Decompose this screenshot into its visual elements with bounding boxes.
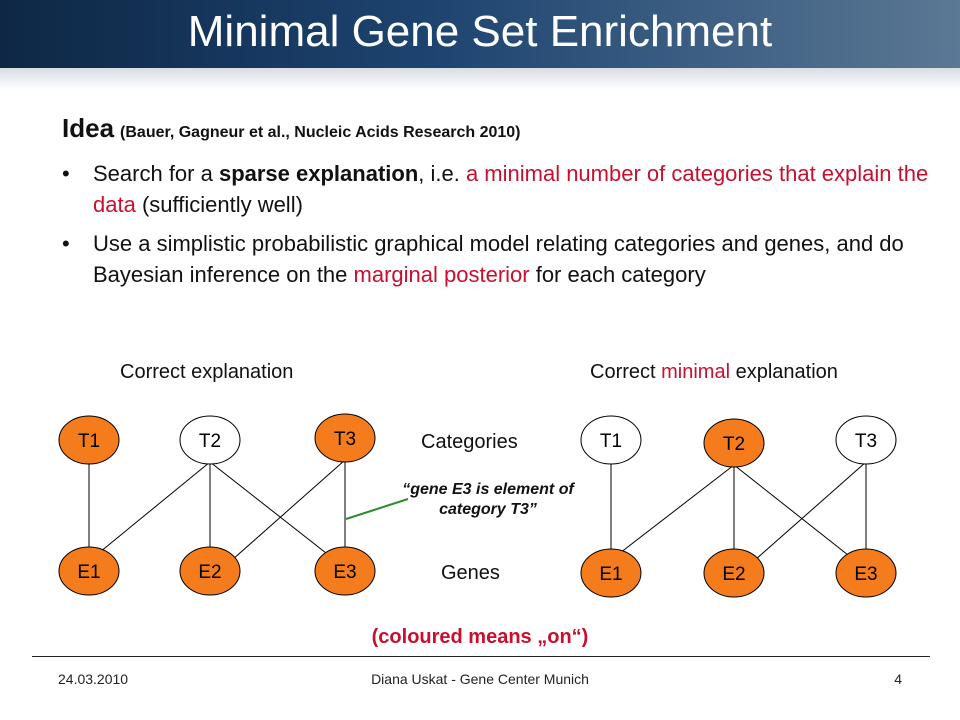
categories-label: Categories bbox=[421, 431, 518, 453]
node-label: T2 bbox=[199, 431, 221, 452]
node-ellipse bbox=[179, 546, 241, 596]
coloured-legend: (coloured means „on“) bbox=[371, 626, 589, 648]
node-label: T1 bbox=[600, 431, 622, 452]
bullet-text: (sufficiently well) bbox=[135, 192, 303, 217]
annotation-pointer-line bbox=[345, 498, 409, 520]
node-label: E2 bbox=[722, 564, 745, 585]
edge-t2-e3 bbox=[209, 461, 327, 554]
bullet-text: Use a simplistic probabilistic graphical… bbox=[93, 231, 904, 287]
node-ellipse bbox=[314, 413, 376, 463]
edge-r-t2-e1 bbox=[619, 464, 735, 554]
node-label: E1 bbox=[599, 564, 622, 585]
right-gene-e3: E3 bbox=[835, 548, 897, 598]
idea-heading: Idea (Bauer, Gagneur et al., Nucleic Acid… bbox=[62, 113, 521, 144]
left-gene-e3: E3 bbox=[314, 546, 376, 596]
node-label: E1 bbox=[77, 562, 100, 583]
edge-r-t2-e3 bbox=[733, 464, 849, 556]
footer-author: Diana Uskat - Gene Center Munich bbox=[371, 671, 589, 687]
node-label: E3 bbox=[333, 562, 356, 583]
right-title-text: explanation bbox=[730, 361, 838, 383]
right-category-t2: T2 bbox=[703, 418, 765, 468]
node-label: T3 bbox=[855, 431, 877, 452]
bullet-list: • Search for a sparse explanation, i.e. … bbox=[62, 158, 932, 298]
footer-divider bbox=[32, 656, 930, 657]
right-gene-e1: E1 bbox=[580, 548, 642, 598]
bullet-bold-text: sparse explanation bbox=[218, 161, 419, 186]
left-graph-edges bbox=[88, 459, 346, 561]
left-gene-e1: E1 bbox=[58, 546, 120, 596]
genes-label: Genes bbox=[441, 562, 500, 584]
idea-reference: (Bauer, Gagneur et al., Nucleic Acids Re… bbox=[120, 124, 521, 141]
header-bar bbox=[0, 0, 960, 68]
left-gene-e2: E2 bbox=[179, 546, 241, 596]
footer-date: 24.03.2010 bbox=[58, 671, 129, 687]
right-category-t1: T1 bbox=[580, 415, 642, 465]
bullet-item-model: • Use a simplistic probabilistic graphic… bbox=[62, 228, 932, 290]
node-ellipse bbox=[703, 548, 765, 598]
edge-t3-e2 bbox=[231, 459, 346, 561]
right-category-t3: T3 bbox=[835, 415, 897, 465]
node-label: E2 bbox=[198, 562, 221, 583]
bullet-highlight-text: a minimal number of categories that expl… bbox=[93, 161, 929, 217]
node-label: E3 bbox=[854, 564, 877, 585]
annotation-text: “gene E3 is element of category T3” bbox=[402, 481, 574, 518]
bullet-dot: • bbox=[62, 161, 70, 186]
edge-t2-e1 bbox=[99, 461, 211, 553]
left-category-t1: T1 bbox=[58, 415, 120, 465]
right-graph-edges bbox=[610, 461, 867, 561]
node-ellipse bbox=[703, 418, 765, 468]
header-gradient-band bbox=[0, 68, 960, 90]
right-title-highlight: minimal bbox=[661, 361, 731, 383]
bullet-text: for each category bbox=[529, 262, 706, 287]
node-ellipse bbox=[58, 415, 120, 465]
bullet-dot: • bbox=[62, 231, 70, 256]
node-ellipse bbox=[179, 415, 241, 465]
node-label: T3 bbox=[334, 429, 356, 450]
right-diagram-title: Correct minimal explanation bbox=[590, 361, 838, 384]
node-ellipse bbox=[58, 546, 120, 596]
right-title-text: Correct bbox=[590, 361, 662, 383]
node-ellipse bbox=[580, 548, 642, 598]
bullet-text: , i.e. bbox=[418, 161, 466, 186]
idea-label: Idea bbox=[62, 113, 115, 143]
node-ellipse bbox=[835, 415, 897, 465]
node-ellipse bbox=[835, 548, 897, 598]
left-category-t3: T3 bbox=[314, 413, 376, 463]
bullet-text: Search for a bbox=[93, 161, 219, 186]
edge-r-t3-e2 bbox=[754, 461, 867, 561]
node-ellipse bbox=[314, 546, 376, 596]
node-label: T2 bbox=[723, 434, 745, 455]
right-gene-e2: E2 bbox=[703, 548, 765, 598]
node-label: T1 bbox=[78, 431, 100, 452]
bullet-item-sparse: • Search for a sparse explanation, i.e. … bbox=[62, 158, 932, 220]
bullet-highlight-text: marginal posterior bbox=[353, 262, 530, 287]
footer-page-number: 4 bbox=[894, 671, 902, 687]
left-diagram-title: Correct explanation bbox=[120, 361, 294, 383]
node-ellipse bbox=[580, 415, 642, 465]
slide-title: Minimal Gene Set Enrichment bbox=[187, 7, 773, 56]
left-category-t2: T2 bbox=[179, 415, 241, 465]
